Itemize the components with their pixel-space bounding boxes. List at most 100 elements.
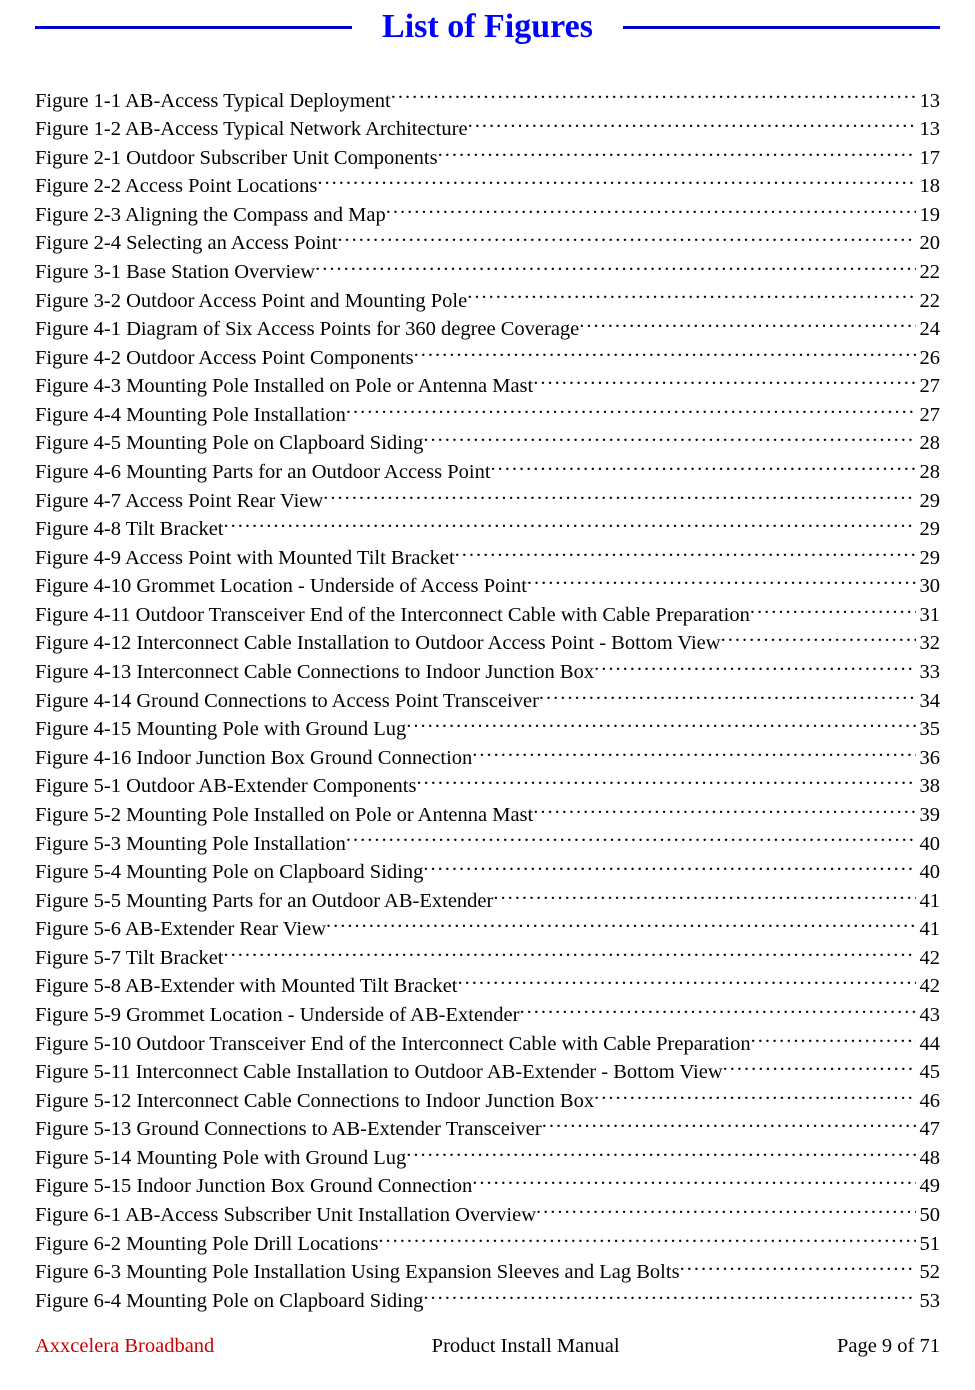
toc-entry[interactable]: Figure 2-1 Outdoor Subscriber Unit Compo… xyxy=(35,143,940,172)
toc-entry[interactable]: Figure 1-2 AB-Access Typical Network Arc… xyxy=(35,115,940,144)
header-rule-left xyxy=(35,26,352,29)
toc-entry[interactable]: Figure 5-10 Outdoor Transceiver End of t… xyxy=(35,1029,940,1058)
toc-entry[interactable]: Figure 4-14 Ground Connections to Access… xyxy=(35,686,940,715)
toc-entry[interactable]: Figure 4-5 Mounting Pole on Clapboard Si… xyxy=(35,429,940,458)
toc-entry-page: 30 xyxy=(916,572,941,600)
toc-entry-label: Figure 5-13 Ground Connections to AB-Ext… xyxy=(35,1115,542,1143)
toc-entry-page: 50 xyxy=(916,1201,941,1229)
toc-entry[interactable]: Figure 3-2 Outdoor Access Point and Moun… xyxy=(35,286,940,315)
toc-leader-dots xyxy=(406,1143,915,1164)
toc-leader-dots xyxy=(455,543,916,564)
toc-entry-page: 29 xyxy=(916,487,941,515)
footer-company: Axxcelera Broadband xyxy=(35,1335,214,1358)
toc-entry-label: Figure 4-3 Mounting Pole Installed on Po… xyxy=(35,372,533,400)
toc-entry-page: 29 xyxy=(916,544,941,572)
toc-entry[interactable]: Figure 6-1 AB-Access Subscriber Unit Ins… xyxy=(35,1201,940,1230)
toc-entry[interactable]: Figure 3-1 Base Station Overview 22 xyxy=(35,257,940,286)
toc-leader-dots xyxy=(323,486,915,507)
toc-entry[interactable]: Figure 4-3 Mounting Pole Installed on Po… xyxy=(35,372,940,401)
toc-entry[interactable]: Figure 4-7 Access Point Rear View 29 xyxy=(35,486,940,515)
toc-entry[interactable]: Figure 4-15 Mounting Pole with Ground Lu… xyxy=(35,715,940,744)
toc-entry-label: Figure 5-8 AB-Extender with Mounted Tilt… xyxy=(35,972,458,1000)
toc-leader-dots xyxy=(493,886,915,907)
toc-entry-page: 31 xyxy=(916,601,941,629)
toc-leader-dots xyxy=(536,1201,915,1222)
toc-entry[interactable]: Figure 5-14 Mounting Pole with Ground Lu… xyxy=(35,1143,940,1172)
toc-entry-page: 32 xyxy=(916,629,941,657)
toc-entry[interactable]: Figure 2-4 Selecting an Access Point 20 xyxy=(35,229,940,258)
toc-entry[interactable]: Figure 4-11 Outdoor Transceiver End of t… xyxy=(35,600,940,629)
toc-entry-label: Figure 5-11 Interconnect Cable Installat… xyxy=(35,1058,723,1086)
toc-entry-page: 26 xyxy=(916,344,941,372)
toc-leader-dots xyxy=(438,143,916,164)
toc-entry[interactable]: Figure 5-11 Interconnect Cable Installat… xyxy=(35,1058,940,1087)
toc-entry-page: 35 xyxy=(916,715,941,743)
toc-entry-label: Figure 2-4 Selecting an Access Point xyxy=(35,229,337,257)
toc-entry[interactable]: Figure 6-4 Mounting Pole on Clapboard Si… xyxy=(35,1286,940,1315)
toc-entry-label: Figure 4-14 Ground Connections to Access… xyxy=(35,687,539,715)
toc-entry[interactable]: Figure 2-2 Access Point Locations 18 xyxy=(35,172,940,201)
toc-entry-page: 13 xyxy=(916,87,941,115)
toc-entry[interactable]: Figure 5-13 Ground Connections to AB-Ext… xyxy=(35,1115,940,1144)
toc-entry-label: Figure 5-4 Mounting Pole on Clapboard Si… xyxy=(35,858,423,886)
toc-entry-page: 49 xyxy=(916,1172,941,1200)
toc-entry-label: Figure 4-10 Grommet Location - Underside… xyxy=(35,572,527,600)
toc-entry[interactable]: Figure 4-10 Grommet Location - Underside… xyxy=(35,572,940,601)
toc-entry[interactable]: Figure 4-8 Tilt Bracket 29 xyxy=(35,515,940,544)
toc-entry-page: 36 xyxy=(916,744,941,772)
toc-leader-dots xyxy=(326,915,915,936)
toc-leader-dots xyxy=(594,658,915,679)
toc-entry-page: 40 xyxy=(916,830,941,858)
page-title: List of Figures xyxy=(352,8,623,46)
toc-entry[interactable]: Figure 5-15 Indoor Junction Box Ground C… xyxy=(35,1172,940,1201)
toc-entry[interactable]: Figure 6-3 Mounting Pole Installation Us… xyxy=(35,1258,940,1287)
toc-entry-page: 44 xyxy=(916,1030,941,1058)
toc-entry[interactable]: Figure 5-8 AB-Extender with Mounted Tilt… xyxy=(35,972,940,1001)
toc-entry[interactable]: Figure 4-2 Outdoor Access Point Componen… xyxy=(35,343,940,372)
toc-entry[interactable]: Figure 4-13 Interconnect Cable Connectio… xyxy=(35,658,940,687)
toc-entry-page: 42 xyxy=(916,972,941,1000)
toc-entry[interactable]: Figure 6-2 Mounting Pole Drill Locations… xyxy=(35,1229,940,1258)
toc-leader-dots xyxy=(519,1001,915,1022)
toc-entry-label: Figure 5-9 Grommet Location - Underside … xyxy=(35,1001,519,1029)
toc-entry[interactable]: Figure 1-1 AB-Access Typical Deployment … xyxy=(35,86,940,115)
toc-entry[interactable]: Figure 4-12 Interconnect Cable Installat… xyxy=(35,629,940,658)
toc-entry[interactable]: Figure 5-5 Mounting Parts for an Outdoor… xyxy=(35,886,940,915)
toc-entry-label: Figure 5-6 AB-Extender Rear View xyxy=(35,915,326,943)
toc-entry-page: 38 xyxy=(916,772,941,800)
toc-leader-dots xyxy=(414,343,916,364)
toc-leader-dots xyxy=(416,772,915,793)
toc-entry[interactable]: Figure 4-4 Mounting Pole Installation 27 xyxy=(35,400,940,429)
toc-entry[interactable]: Figure 5-12 Interconnect Cable Connectio… xyxy=(35,1086,940,1115)
toc-entry-page: 18 xyxy=(916,172,941,200)
toc-entry[interactable]: Figure 2-3 Aligning the Compass and Map … xyxy=(35,200,940,229)
toc-entry[interactable]: Figure 5-9 Grommet Location - Underside … xyxy=(35,1001,940,1030)
toc-entry[interactable]: Figure 4-16 Indoor Junction Box Ground C… xyxy=(35,743,940,772)
toc-entry-page: 34 xyxy=(916,687,941,715)
toc-entry-page: 41 xyxy=(916,915,941,943)
toc-entry-label: Figure 5-15 Indoor Junction Box Ground C… xyxy=(35,1172,472,1200)
toc-entry-label: Figure 4-12 Interconnect Cable Installat… xyxy=(35,629,721,657)
toc-leader-dots xyxy=(223,943,915,964)
toc-entry[interactable]: Figure 5-6 AB-Extender Rear View 41 xyxy=(35,915,940,944)
toc-leader-dots xyxy=(472,743,915,764)
toc-entry[interactable]: Figure 4-9 Access Point with Mounted Til… xyxy=(35,543,940,572)
toc-entry-label: Figure 6-3 Mounting Pole Installation Us… xyxy=(35,1258,680,1286)
toc-entry[interactable]: Figure 5-3 Mounting Pole Installation 40 xyxy=(35,829,940,858)
toc-entry-page: 48 xyxy=(916,1144,941,1172)
toc-entry-page: 53 xyxy=(916,1287,941,1315)
toc-entry-label: Figure 4-2 Outdoor Access Point Componen… xyxy=(35,344,414,372)
toc-entry[interactable]: Figure 5-4 Mounting Pole on Clapboard Si… xyxy=(35,858,940,887)
toc-entry[interactable]: Figure 5-2 Mounting Pole Installed on Po… xyxy=(35,800,940,829)
toc-entry-label: Figure 4-11 Outdoor Transceiver End of t… xyxy=(35,601,750,629)
toc-entry-page: 29 xyxy=(916,515,941,543)
toc-leader-dots xyxy=(346,400,916,421)
toc-entry[interactable]: Figure 4-6 Mounting Parts for an Outdoor… xyxy=(35,458,940,487)
toc-entry-label: Figure 2-3 Aligning the Compass and Map xyxy=(35,201,386,229)
toc-entry[interactable]: Figure 4-1 Diagram of Six Access Points … xyxy=(35,315,940,344)
toc-entry[interactable]: Figure 5-1 Outdoor AB-Extender Component… xyxy=(35,772,940,801)
toc-entry-label: Figure 2-2 Access Point Locations xyxy=(35,172,317,200)
toc-entry-label: Figure 4-8 Tilt Bracket xyxy=(35,515,223,543)
toc-leader-dots xyxy=(542,1115,916,1136)
toc-entry[interactable]: Figure 5-7 Tilt Bracket 42 xyxy=(35,943,940,972)
